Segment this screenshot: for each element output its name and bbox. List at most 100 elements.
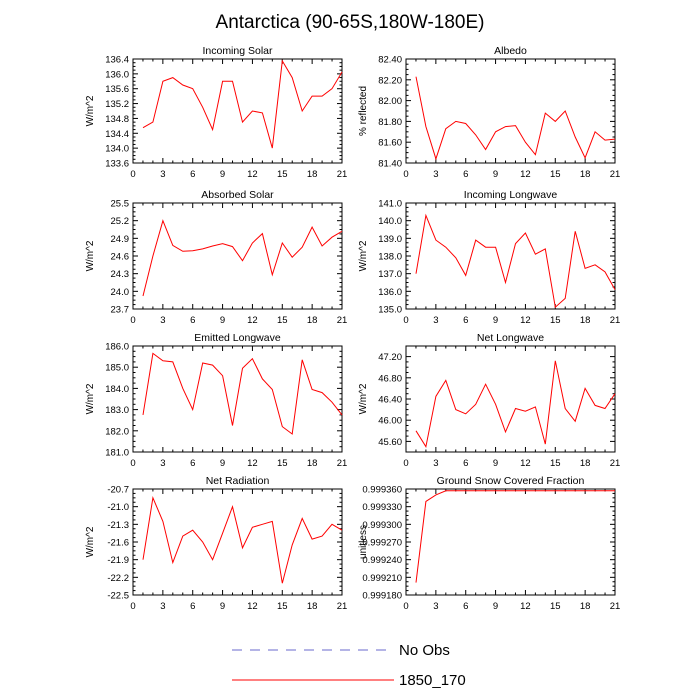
x-tick-label: 21 bbox=[610, 169, 621, 180]
x-tick-label: 0 bbox=[403, 601, 408, 612]
x-tick-label: 18 bbox=[307, 315, 318, 326]
x-tick-label: 0 bbox=[130, 315, 135, 326]
y-tick-label: 134.8 bbox=[105, 114, 129, 125]
y-tick-label: 46.80 bbox=[378, 373, 402, 384]
panel-1: Incoming Solar 0 3 6 9 12 15 18 21 133.6 134.0 134.… bbox=[85, 45, 347, 180]
x-tick-label: 6 bbox=[463, 169, 468, 180]
y-tick-label: 82.00 bbox=[378, 96, 402, 107]
x-tick-label: 9 bbox=[220, 169, 225, 180]
x-tick-label: 21 bbox=[337, 601, 348, 612]
y-tick-label: 82.20 bbox=[378, 75, 402, 86]
x-tick-label: 9 bbox=[220, 458, 225, 469]
x-tick-label: 0 bbox=[130, 169, 135, 180]
y-axis-label: W/m^2 bbox=[85, 526, 96, 557]
y-tick-label: 45.60 bbox=[378, 437, 402, 448]
y-tick-label: 25.2 bbox=[111, 216, 130, 227]
x-tick-label: 3 bbox=[160, 315, 165, 326]
series-line-1850-170 bbox=[415, 213, 616, 309]
y-tick-label: -21.3 bbox=[107, 520, 129, 531]
y-tick-label: 24.9 bbox=[111, 234, 130, 245]
y-axis-label: W/m^2 bbox=[85, 95, 96, 126]
x-tick-label: 0 bbox=[403, 315, 408, 326]
y-tick-label: 46.00 bbox=[378, 416, 402, 427]
y-tick-label: 139.0 bbox=[378, 234, 402, 245]
y-tick-label: 82.40 bbox=[378, 55, 402, 66]
x-tick-label: 21 bbox=[337, 458, 348, 469]
y-tick-label: 186.0 bbox=[105, 342, 129, 353]
x-tick-label: 18 bbox=[580, 458, 591, 469]
x-tick-label: 6 bbox=[190, 601, 195, 612]
x-tick-label: 3 bbox=[160, 601, 165, 612]
y-tick-label: 184.0 bbox=[105, 384, 129, 395]
plot-frame bbox=[132, 58, 343, 164]
x-tick-label: 18 bbox=[307, 458, 318, 469]
y-tick-label: 185.0 bbox=[105, 363, 129, 374]
legend: No Obs 1850_170 bbox=[232, 642, 466, 689]
panel-8: Ground Snow Covered Fraction 0 3 6 9 12 15 18 21… bbox=[358, 475, 620, 612]
y-tick-label: 81.80 bbox=[378, 117, 402, 128]
y-tick-label: 0.999210 bbox=[362, 573, 402, 584]
panel-title: Absorbed Solar bbox=[201, 189, 274, 201]
y-tick-label: 135.6 bbox=[105, 84, 129, 95]
x-tick-label: 3 bbox=[433, 169, 438, 180]
x-tick-label: 15 bbox=[277, 601, 288, 612]
x-tick-label: 9 bbox=[493, 458, 498, 469]
x-tick-label: 9 bbox=[493, 315, 498, 326]
panel-title: Emitted Longwave bbox=[194, 332, 281, 344]
x-tick-label: 12 bbox=[520, 458, 531, 469]
series-line-1850-170 bbox=[415, 360, 616, 449]
x-tick-label: 0 bbox=[130, 458, 135, 469]
x-tick-label: 12 bbox=[520, 315, 531, 326]
series-line-1850-170 bbox=[142, 496, 343, 584]
y-tick-label: 46.40 bbox=[378, 395, 402, 406]
y-axis-label: W/m^2 bbox=[358, 383, 369, 414]
x-tick-label: 12 bbox=[520, 601, 531, 612]
y-tick-label: 0.999300 bbox=[362, 520, 402, 531]
panel-title: Incoming Longwave bbox=[464, 189, 558, 201]
x-tick-label: 15 bbox=[277, 169, 288, 180]
y-tick-label: 135.0 bbox=[378, 305, 402, 316]
y-tick-label: 136.4 bbox=[105, 55, 129, 66]
x-tick-label: 15 bbox=[550, 169, 561, 180]
x-tick-label: 6 bbox=[190, 169, 195, 180]
series-line-1850-170 bbox=[142, 219, 343, 297]
x-tick-label: 21 bbox=[610, 315, 621, 326]
x-tick-label: 15 bbox=[550, 601, 561, 612]
y-tick-label: 183.0 bbox=[105, 405, 129, 416]
panel-title: Albedo bbox=[494, 45, 527, 57]
x-tick-label: 15 bbox=[550, 458, 561, 469]
x-tick-label: 3 bbox=[160, 169, 165, 180]
y-tick-label: 25.5 bbox=[111, 199, 130, 210]
x-tick-label: 12 bbox=[247, 458, 258, 469]
x-tick-label: 9 bbox=[220, 601, 225, 612]
series-line-1850-170 bbox=[415, 490, 615, 583]
x-tick-label: 18 bbox=[580, 169, 591, 180]
panel-2: Albedo 0 3 6 9 12 15 18 21 81.40 81.60 81.80 82.00 82… bbox=[358, 45, 620, 180]
panel-7: Net Radiation 0 3 6 9 12 15 18 21 -22.5 -22.2 -21.9… bbox=[85, 475, 347, 612]
x-tick-label: 6 bbox=[190, 315, 195, 326]
y-tick-label: -22.2 bbox=[107, 573, 129, 584]
x-tick-label: 12 bbox=[247, 169, 258, 180]
x-tick-label: 3 bbox=[433, 315, 438, 326]
plot-frame bbox=[405, 58, 616, 164]
panel-4: Incoming Longwave 0 3 6 9 12 15 18 21 135.0 136.0 1… bbox=[358, 189, 620, 326]
x-tick-label: 9 bbox=[493, 601, 498, 612]
plot-frame bbox=[405, 488, 616, 596]
y-tick-label: 47.20 bbox=[378, 352, 402, 363]
y-tick-label: 181.0 bbox=[105, 448, 129, 459]
x-tick-label: 12 bbox=[520, 169, 531, 180]
x-tick-label: 18 bbox=[307, 169, 318, 180]
x-tick-label: 21 bbox=[610, 601, 621, 612]
y-axis-label: unitless bbox=[358, 525, 369, 559]
y-tick-label: 134.4 bbox=[105, 129, 129, 140]
y-axis-label: % reflected bbox=[358, 86, 369, 136]
x-tick-label: 0 bbox=[403, 458, 408, 469]
x-tick-label: 18 bbox=[307, 601, 318, 612]
panel-title: Net Longwave bbox=[477, 332, 544, 344]
x-tick-label: 18 bbox=[580, 601, 591, 612]
x-tick-label: 6 bbox=[463, 315, 468, 326]
y-tick-label: 135.2 bbox=[105, 99, 129, 110]
y-tick-label: 81.60 bbox=[378, 138, 402, 149]
plot-frame bbox=[405, 202, 616, 310]
